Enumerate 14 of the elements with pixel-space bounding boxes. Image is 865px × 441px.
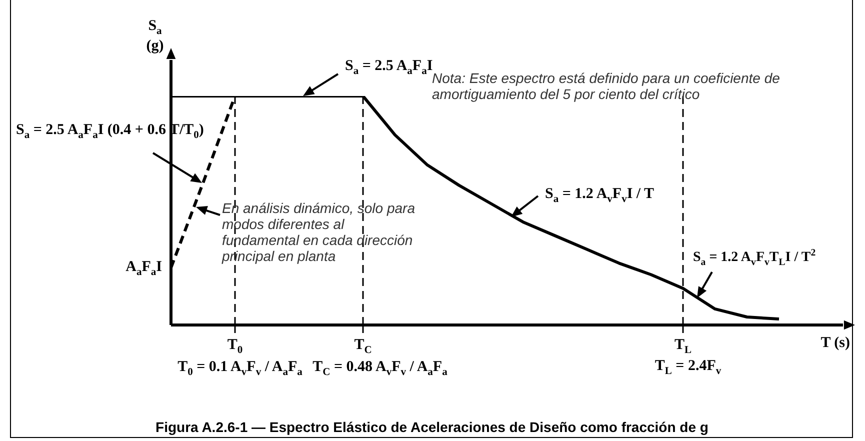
text: Figura A.2.6-1 — Espectro Elástico de Aceleraciones de Diseño como fracción de g <box>156 419 708 435</box>
text: A$_{a}$F$_{a}$I <box>126 259 162 278</box>
y-axis-title: S$_{a}$ (g) <box>146 18 164 55</box>
x-axis-title: T (s) <box>820 335 850 352</box>
annotation: S$_{a}$ = 1.2 A$_{v}$F$_{v}$I / T <box>545 186 654 205</box>
text: T$_{C}$ = 0.48 A$_{v}$F$_{v}$ / A$_{a}$F$_{a}$ <box>312 359 448 378</box>
text: T$_{0}$ = 0.1 A$_{v}$F$_{v}$ / A$_{a}$F$_{a}$ <box>178 359 302 378</box>
x-tick-label: T$_{C}$ <box>354 337 372 356</box>
x-tick-label: T$_{L}$ <box>674 337 692 356</box>
text: S$_{a}$ = 2.5 A$_{a}$F$_{a}$I <box>345 58 433 77</box>
text: S$_{a}$ = 1.2 A$_{v}$F$_{v}$T$_{L}$I / T$^{2}$ <box>693 247 816 268</box>
annotation: Nota: Este espectro está definido para un coeficiente de amortiguamiento del 5 por ciento del crítico <box>432 70 781 102</box>
x-tick-label: T$_{0}$ <box>227 337 243 356</box>
text: T$_{L}$ = 2.4F$_{v}$ <box>654 358 722 377</box>
